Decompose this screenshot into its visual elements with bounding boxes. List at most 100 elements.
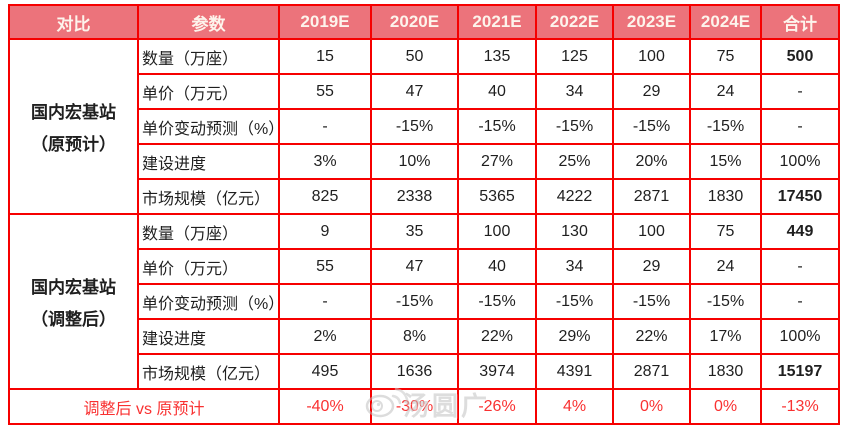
- value-cell: -15%: [612, 108, 691, 145]
- total-cell: 15197: [760, 353, 840, 390]
- total-cell: -: [760, 108, 840, 145]
- value-cell: 35: [370, 213, 459, 250]
- value-cell: 55: [278, 73, 372, 110]
- value-cell: 2338: [370, 178, 459, 215]
- total-cell: 100%: [760, 143, 840, 180]
- param-label: 建设进度: [137, 143, 280, 180]
- total-cell: -: [760, 283, 840, 320]
- value-cell: 24: [689, 248, 762, 285]
- value-cell: 34: [535, 73, 614, 110]
- value-cell: 1830: [689, 178, 762, 215]
- value-cell: 2871: [612, 353, 691, 390]
- value-cell: -: [278, 283, 372, 320]
- param-label: 数量（万座）: [137, 38, 280, 75]
- table-row: 国内宏基站 （调整后） 数量（万座） 9 35 100 130 100 75 4…: [8, 213, 840, 390]
- value-cell: -15%: [535, 283, 614, 320]
- value-cell: -15%: [612, 283, 691, 320]
- header-2019e: 2019E: [278, 4, 372, 40]
- value-cell: -15%: [370, 283, 459, 320]
- table-row: 建设进度 2% 8% 22% 29% 22% 17% 100%: [9, 318, 840, 355]
- table-row: 国内宏基站 （原预计） 数量（万座） 15 50 135 125 100 75 …: [8, 38, 840, 215]
- value-cell: 125: [535, 38, 614, 75]
- value-cell: 27%: [457, 143, 537, 180]
- value-cell: 3974: [457, 353, 537, 390]
- param-label: 单价变动预测（%）: [137, 283, 280, 320]
- value-cell: 5365: [457, 178, 537, 215]
- footer-total-cell: -13%: [760, 388, 840, 425]
- value-cell: 825: [278, 178, 372, 215]
- comparison-row: 调整后 vs 原预计 -40% -30% -26% 4% 0% 0% -13%: [8, 388, 840, 425]
- value-cell: 47: [370, 248, 459, 285]
- value-cell: 50: [370, 38, 459, 75]
- value-cell: -15%: [689, 283, 762, 320]
- value-cell: 4222: [535, 178, 614, 215]
- table-row: 单价（万元） 55 47 40 34 29 24 -: [9, 248, 840, 285]
- value-cell: 75: [689, 213, 762, 250]
- total-cell: 500: [760, 38, 840, 75]
- footer-value-cell: -30%: [370, 388, 459, 425]
- total-cell: 100%: [760, 318, 840, 355]
- section-label-line1: 国内宏基站: [31, 278, 116, 297]
- header-2024e: 2024E: [689, 4, 762, 40]
- value-cell: -15%: [535, 108, 614, 145]
- section-label-adjusted: 国内宏基站 （调整后）: [8, 213, 139, 390]
- total-cell: 449: [760, 213, 840, 250]
- footer-value-cell: -26%: [457, 388, 537, 425]
- forecast-table: 对比 参数 2019E 2020E 2021E 2022E 2023E 2024…: [8, 4, 840, 425]
- value-cell: 40: [457, 248, 537, 285]
- value-cell: 34: [535, 248, 614, 285]
- table-row: 单价变动预测（%） - -15% -15% -15% -15% -15% -: [9, 108, 840, 145]
- header-2023e: 2023E: [612, 4, 691, 40]
- section-label-line2: （原预计）: [31, 135, 116, 154]
- value-cell: 55: [278, 248, 372, 285]
- value-cell: 20%: [612, 143, 691, 180]
- value-cell: 22%: [612, 318, 691, 355]
- value-cell: 29: [612, 248, 691, 285]
- param-label: 数量（万座）: [137, 213, 280, 250]
- value-cell: 495: [278, 353, 372, 390]
- value-cell: 24: [689, 73, 762, 110]
- value-cell: -15%: [457, 108, 537, 145]
- value-cell: 2%: [278, 318, 372, 355]
- table-row: 市场规模（亿元） 825 2338 5365 4222 2871 1830 17…: [9, 178, 840, 215]
- header-compare: 对比: [8, 4, 139, 40]
- param-label: 市场规模（亿元）: [137, 178, 280, 215]
- table-row: 单价（万元） 55 47 40 34 29 24 -: [9, 73, 840, 110]
- value-cell: 3%: [278, 143, 372, 180]
- value-cell: 29: [612, 73, 691, 110]
- header-2020e: 2020E: [370, 4, 459, 40]
- value-cell: 25%: [535, 143, 614, 180]
- value-cell: 22%: [457, 318, 537, 355]
- section-label-line2: （调整后）: [31, 310, 116, 329]
- footer-value-cell: 0%: [612, 388, 691, 425]
- value-cell: 100: [612, 213, 691, 250]
- value-cell: -15%: [457, 283, 537, 320]
- value-cell: 40: [457, 73, 537, 110]
- value-cell: -: [278, 108, 372, 145]
- value-cell: 15%: [689, 143, 762, 180]
- table-row: 市场规模（亿元） 495 1636 3974 4391 2871 1830 15…: [9, 353, 840, 390]
- header-row: 对比 参数 2019E 2020E 2021E 2022E 2023E 2024…: [8, 4, 840, 40]
- value-cell: 47: [370, 73, 459, 110]
- value-cell: 9: [278, 213, 372, 250]
- value-cell: 2871: [612, 178, 691, 215]
- header-2021e: 2021E: [457, 4, 537, 40]
- value-cell: 75: [689, 38, 762, 75]
- value-cell: 4391: [535, 353, 614, 390]
- value-cell: 10%: [370, 143, 459, 180]
- table-row: 单价变动预测（%） - -15% -15% -15% -15% -15% -: [9, 283, 840, 320]
- value-cell: 1830: [689, 353, 762, 390]
- total-cell: 17450: [760, 178, 840, 215]
- value-cell: 1636: [370, 353, 459, 390]
- value-cell: 15: [278, 38, 372, 75]
- total-cell: -: [760, 73, 840, 110]
- header-2022e: 2022E: [535, 4, 614, 40]
- param-label: 建设进度: [137, 318, 280, 355]
- section-label-line1: 国内宏基站: [31, 103, 116, 122]
- total-cell: -: [760, 248, 840, 285]
- param-label: 市场规模（亿元）: [137, 353, 280, 390]
- value-cell: 8%: [370, 318, 459, 355]
- footer-value-cell: -40%: [278, 388, 372, 425]
- param-label: 单价（万元）: [137, 73, 280, 110]
